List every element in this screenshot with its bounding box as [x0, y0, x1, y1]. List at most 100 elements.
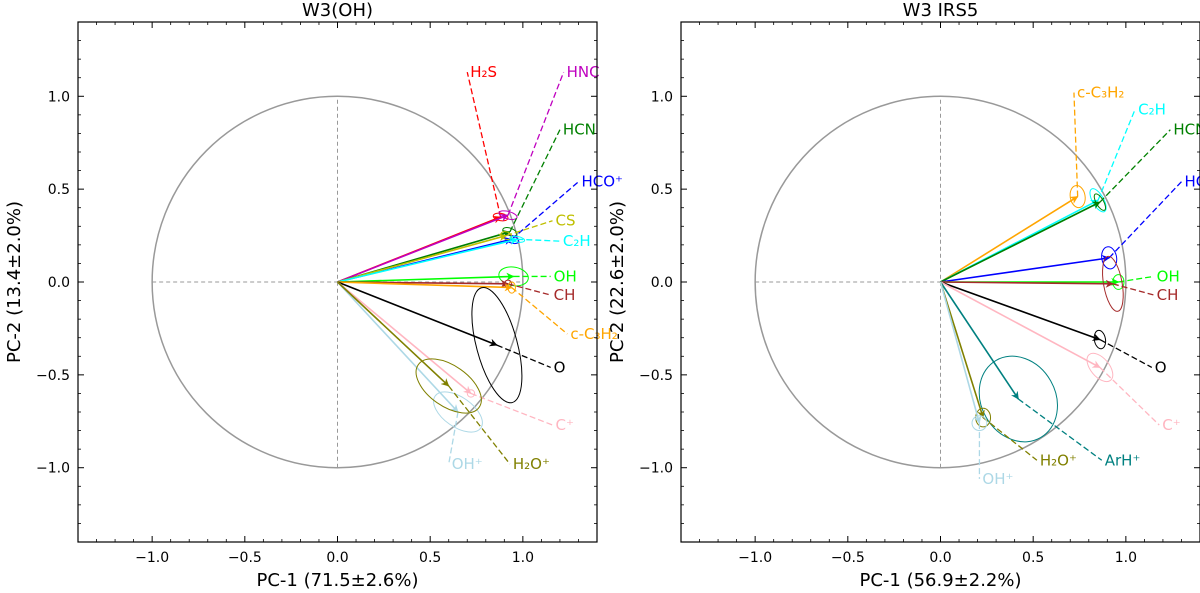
leader-hco-	[511, 181, 579, 240]
vector-h2o-: H₂O⁺	[939, 281, 1077, 469]
x-tick-label: 0.0	[326, 550, 348, 566]
leader-c-c3h2	[1073, 92, 1079, 197]
label-cs: CS	[556, 212, 576, 230]
vector-ch: CH	[940, 255, 1178, 312]
y-tick-label: −0.5	[639, 368, 673, 384]
vector-oh: OH	[337, 266, 577, 287]
y-tick-label: 0.0	[651, 275, 673, 291]
error-ellipse-hco-	[1101, 246, 1118, 270]
label-c-: C⁺	[556, 416, 574, 434]
arrow-h2o-	[336, 281, 450, 387]
error-ellipse-c2h	[509, 235, 526, 243]
y-tick-label: 0.5	[48, 182, 70, 198]
leader-c2h	[1097, 109, 1136, 201]
arrow-o	[940, 281, 1101, 341]
leader-ch	[507, 283, 551, 296]
error-ellipse-c-	[466, 389, 476, 398]
leader-c-c3h2	[511, 287, 568, 335]
error-ellipse-arh-	[978, 355, 1058, 443]
vector-arh-: ArH⁺	[939, 281, 1141, 469]
label-o: O	[554, 358, 566, 376]
y-tick-label: 0.5	[651, 182, 673, 198]
leader-ch	[1112, 283, 1154, 296]
leader-o	[496, 344, 551, 369]
vector-c-c3h2: c-C₃H₂	[337, 281, 618, 343]
leader-cs	[505, 220, 553, 237]
leader-hnc	[507, 71, 565, 216]
error-ellipse-oh-	[971, 415, 988, 432]
x-axis-label: PC-1 (71.5±2.6%)	[256, 570, 418, 591]
error-ellipse-o	[1093, 329, 1107, 350]
arrow-cs	[337, 233, 507, 283]
vector-hnc: HNC	[337, 63, 600, 283]
y-tick-label: 1.0	[651, 89, 673, 105]
leader-oh	[1118, 275, 1154, 283]
label-oh-: OH⁺	[452, 455, 483, 473]
error-ellipse-o	[471, 286, 523, 404]
label-arh-: ArH⁺	[1105, 451, 1141, 469]
leader-c2h	[517, 238, 560, 242]
vector-c-c3h2: c-C₃H₂	[940, 84, 1124, 283]
vector-hco-: HCO⁺	[940, 173, 1200, 283]
y-tick-label: −0.5	[36, 368, 70, 384]
arrow-c2h	[337, 237, 519, 283]
label-c-: C⁺	[1162, 416, 1180, 434]
vector-hcn: HCN	[940, 121, 1200, 283]
error-ellipse-c-	[1086, 352, 1114, 383]
label-hco-: HCO⁺	[581, 173, 622, 191]
label-c2h: C₂H	[563, 232, 591, 250]
error-ellipse-hcn	[1093, 193, 1107, 211]
label-oh: OH	[1157, 267, 1180, 285]
vector-o: O	[337, 281, 566, 404]
arrow-h2o-	[939, 281, 985, 419]
arrow-ch	[940, 279, 1114, 288]
leader-c-	[1099, 366, 1160, 426]
error-ellipse-c-c3h2	[507, 281, 516, 294]
vector-c2h: C₂H	[337, 232, 591, 283]
y-axis-label: PC-2 (22.6±2.0%)	[607, 201, 628, 363]
label-oh-: OH⁺	[982, 470, 1013, 488]
vector-c-: C⁺	[336, 281, 574, 434]
label-o: O	[1155, 358, 1167, 376]
x-tick-label: 1.0	[1115, 550, 1137, 566]
vector-oh-: OH⁺	[939, 281, 1013, 488]
vector-c2h: C₂H	[940, 100, 1166, 283]
x-tick-label: −1.0	[738, 550, 772, 566]
y-tick-label: 0.0	[48, 275, 70, 291]
arrow-c-c3h2	[940, 195, 1079, 283]
vector-oh-: OH⁺	[336, 281, 483, 473]
y-tick-label: −1.0	[36, 461, 70, 477]
y-tick-label: −1.0	[639, 461, 673, 477]
leader-h2s	[466, 71, 502, 218]
leader-h2o-	[982, 417, 1038, 461]
label-hco-: HCO⁺	[1184, 173, 1200, 191]
leader-c-	[470, 392, 553, 426]
arrow-oh-	[336, 281, 459, 413]
label-hcn: HCN	[1173, 121, 1200, 139]
label-hnc: HNC	[567, 63, 600, 81]
arrow-o	[337, 281, 498, 347]
leader-o	[1099, 338, 1153, 369]
vector-c-: C⁺	[940, 281, 1181, 434]
arrow-hcn	[940, 201, 1101, 283]
x-tick-label: 0.5	[419, 550, 441, 566]
arrow-hco-	[940, 254, 1110, 283]
error-ellipse-c-c3h2	[1069, 185, 1086, 209]
error-ellipse-h2o-	[415, 358, 482, 414]
x-tick-label: −0.5	[831, 550, 865, 566]
vector-oh: OH	[940, 267, 1180, 290]
x-tick-label: 1.0	[512, 550, 534, 566]
x-tick-label: −1.0	[135, 550, 169, 566]
arrow-oh-	[939, 281, 982, 424]
arrow-arh-	[939, 281, 1020, 400]
leader-hco-	[1108, 181, 1182, 259]
vector-o: O	[940, 281, 1167, 376]
leader-h2o-	[448, 385, 511, 465]
arrow-c-	[940, 281, 1101, 369]
y-tick-label: 1.0	[48, 89, 70, 105]
label-h2o-: H₂O⁺	[1040, 451, 1077, 469]
leader-arh-	[1017, 398, 1103, 461]
x-tick-label: 0.0	[929, 550, 951, 566]
